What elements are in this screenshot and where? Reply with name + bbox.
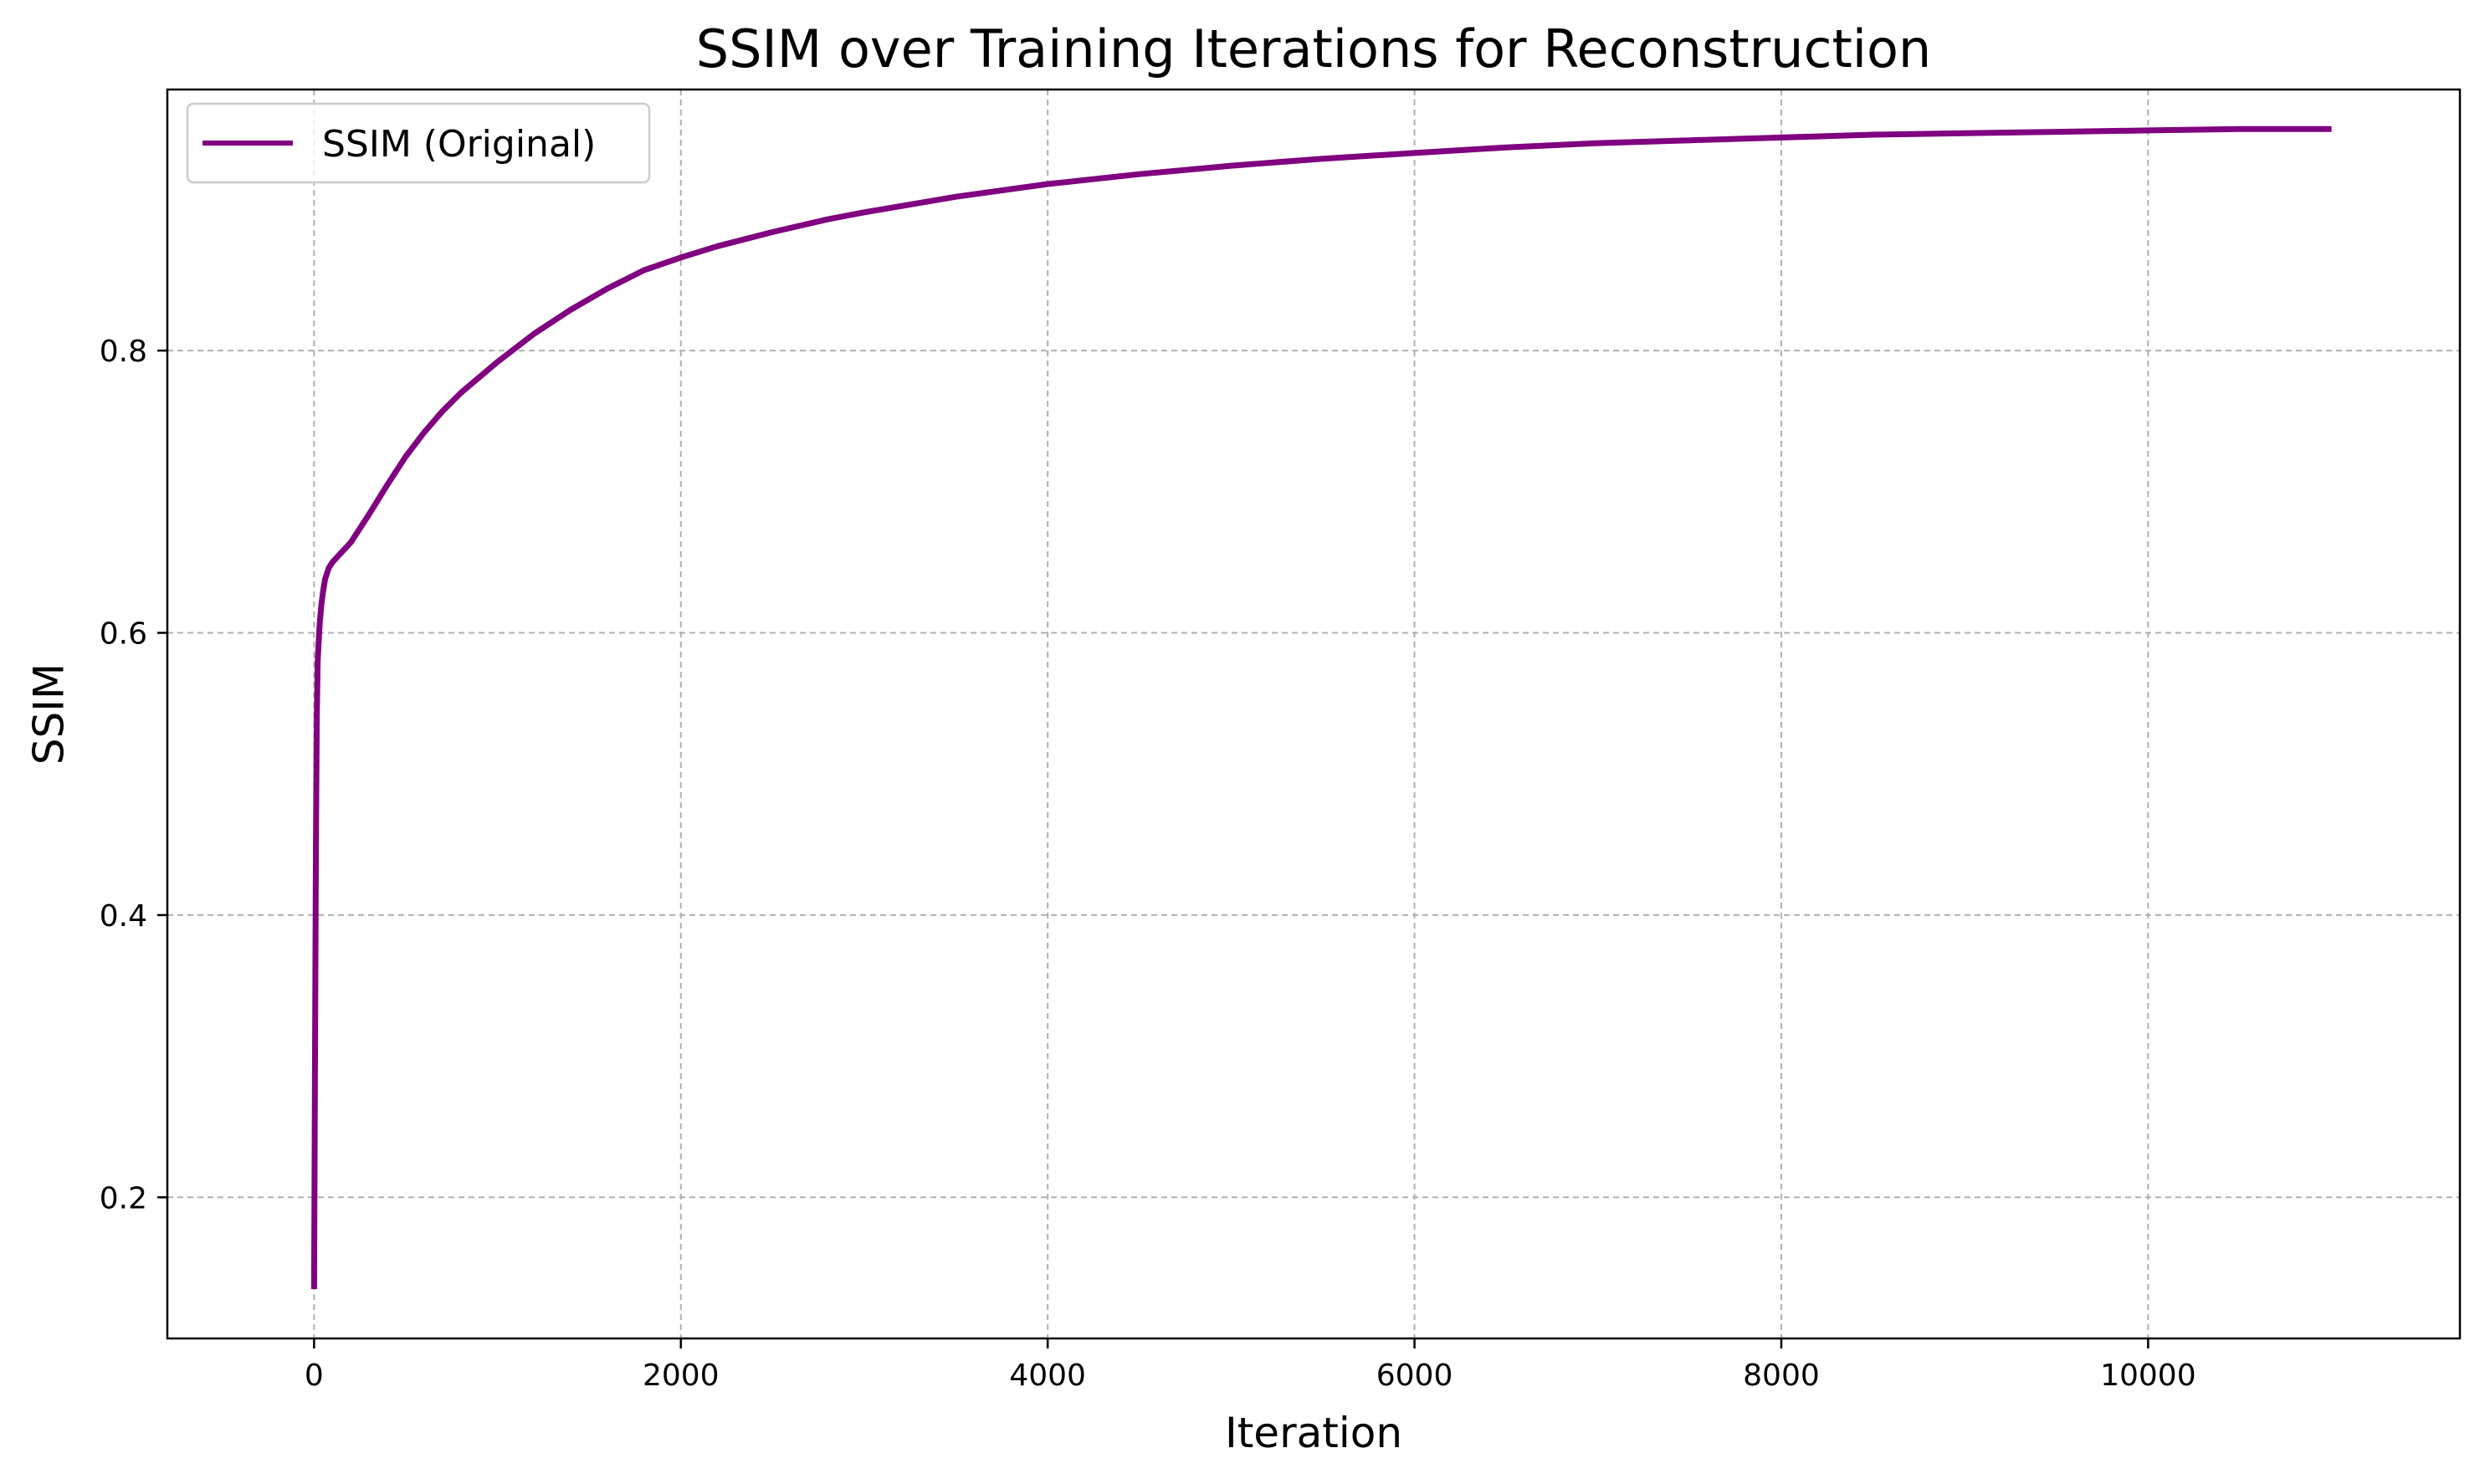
axis-ticks: 0 2000 4000 6000 8000 10000 0.2 0.4 0.6 0.8 xyxy=(100,335,2196,1393)
plot-area-frame xyxy=(166,88,2462,1340)
x-tick-label: 8000 xyxy=(1743,1359,1820,1393)
legend-label: SSIM (Original) xyxy=(322,123,596,166)
x-tick-label: 2000 xyxy=(643,1359,720,1393)
y-tick-label: 0.6 xyxy=(100,617,147,651)
y-tick-label: 0.2 xyxy=(100,1181,147,1215)
x-axis-label: Iteration xyxy=(1225,1409,1402,1457)
x-tick-label: 10000 xyxy=(2100,1359,2196,1393)
x-tick-label: 4000 xyxy=(1009,1359,1086,1393)
legend: SSIM (Original) xyxy=(186,102,651,184)
y-tick-label: 0.8 xyxy=(100,335,147,369)
series-line-ssim-original xyxy=(310,125,2332,1290)
x-tick-label: 0 xyxy=(305,1359,324,1393)
y-tick-label: 0.4 xyxy=(100,899,147,934)
x-tick-label: 6000 xyxy=(1376,1359,1453,1393)
legend-box xyxy=(186,102,651,184)
series-lines xyxy=(310,125,2332,1290)
grid-lines xyxy=(167,90,2460,1338)
chart-title: SSIM over Training Iterations for Recons… xyxy=(696,18,1931,79)
y-axis-label: SSIM xyxy=(25,663,74,765)
